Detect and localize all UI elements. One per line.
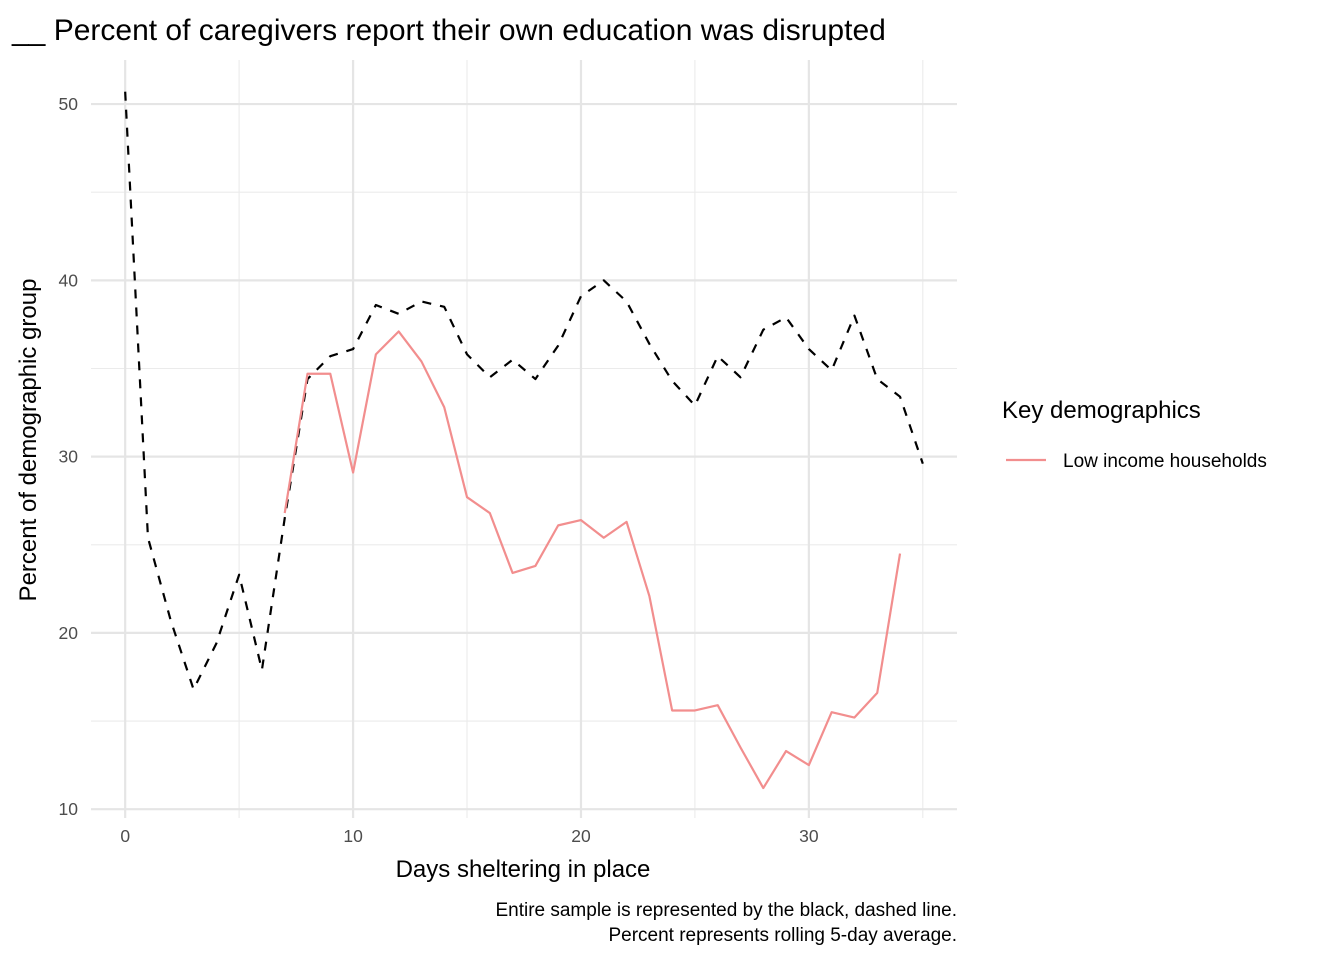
- legend: Key demographics Low income households: [1002, 397, 1267, 472]
- caption-line-2: Percent represents rolling 5-day average…: [608, 925, 957, 946]
- legend-label-low-income: Low income households: [1063, 451, 1267, 472]
- legend-title: Key demographics: [1002, 397, 1201, 424]
- x-tick-label: 0: [120, 826, 130, 846]
- y-tick-label: 40: [59, 270, 79, 290]
- x-axis-title: Days sheltering in place: [396, 856, 651, 883]
- y-tick-label: 10: [59, 799, 79, 819]
- x-axis-ticks: 0 10 20 30: [120, 826, 819, 846]
- series-line-low-income: [283, 330, 902, 790]
- y-axis-title: Percent of demographic group: [15, 279, 42, 602]
- series-line-entire-sample: [124, 91, 924, 691]
- y-tick-label: 20: [59, 623, 79, 643]
- chart-title: __ Percent of caregivers report their ow…: [11, 14, 886, 47]
- grid: [91, 60, 957, 818]
- caption: Entire sample is represented by the blac…: [495, 900, 957, 946]
- y-tick-label: 30: [59, 447, 79, 467]
- x-tick-label: 20: [571, 826, 591, 846]
- x-tick-label: 30: [799, 826, 819, 846]
- y-tick-label: 50: [59, 94, 79, 114]
- caption-line-1: Entire sample is represented by the blac…: [495, 900, 957, 921]
- x-tick-label: 10: [343, 826, 363, 846]
- y-axis-ticks: 10 20 30 40 50: [59, 94, 79, 819]
- series-group: [124, 91, 924, 790]
